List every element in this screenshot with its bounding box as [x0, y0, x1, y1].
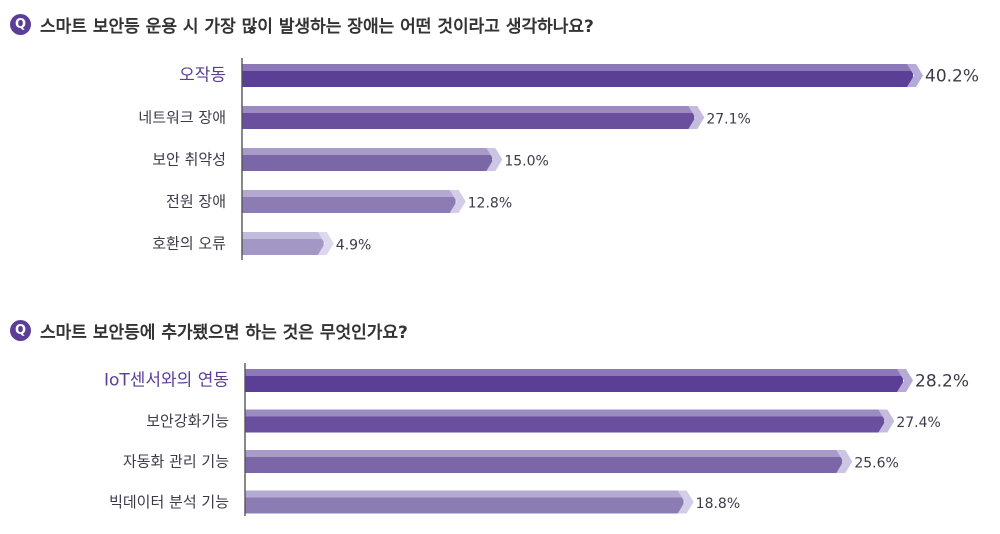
- bar-cap: [878, 409, 895, 433]
- value-label: 28.2%: [915, 372, 969, 392]
- chart-1-fault-types: 오작동 40.2% 네트워크 장애 27.1% 보안 취약성 15.0% 전원 장애 12.8…: [138, 58, 979, 260]
- bar-highlight-strip: [242, 232, 324, 239]
- value-label: 25.6%: [854, 456, 898, 472]
- bar-cap: [688, 106, 705, 129]
- bar-cap: [486, 148, 503, 171]
- value-label: 12.8%: [468, 196, 512, 212]
- question-1-title: 스마트 보안등 운용 시 가장 많이 발생하는 장애는 어떤 것이라고 생각하나…: [40, 17, 594, 37]
- bar-cap: [907, 64, 923, 87]
- bar-highlight-strip: [242, 64, 913, 71]
- bar-cap: [897, 369, 913, 392]
- bar-cap: [449, 190, 466, 213]
- bar-highlight-strip: [242, 106, 695, 113]
- bar-highlight-strip: [242, 148, 493, 155]
- category-label: 오작동: [179, 66, 226, 86]
- value-label: 18.8%: [696, 496, 740, 512]
- category-label: 보안강화기능: [146, 412, 229, 430]
- bar-highlight-strip: [245, 409, 885, 417]
- question-2-title: 스마트 보안등에 추가됐으면 하는 것은 무엇인가요?: [40, 323, 408, 343]
- bar-cap: [677, 490, 694, 514]
- bar-highlight-strip: [245, 450, 843, 457]
- category-label: 보안 취약성: [152, 151, 226, 169]
- question-2-header: Q 스마트 보안등에 추가됐으면 하는 것은 무엇인가요?: [10, 318, 408, 343]
- bar-highlight-strip: [245, 490, 684, 498]
- value-label: 27.1%: [706, 112, 750, 128]
- question-badge-icon: Q: [10, 320, 31, 341]
- category-label: 네트워크 장애: [138, 109, 226, 127]
- value-label: 4.9%: [336, 238, 372, 254]
- bar-highlight-strip: [245, 369, 903, 376]
- category-label: 전원 장애: [166, 193, 226, 211]
- value-label: 40.2%: [925, 67, 979, 87]
- bar-cap: [317, 232, 334, 255]
- bar-highlight-strip: [242, 190, 456, 197]
- question-badge-icon: Q: [10, 14, 31, 35]
- category-label: 호환의 오류: [152, 235, 226, 253]
- value-label: 27.4%: [896, 415, 940, 431]
- question-1-header: Q 스마트 보안등 운용 시 가장 많이 발생하는 장애는 어떤 것이라고 생각…: [10, 12, 594, 37]
- category-label: 자동화 관리 기능: [123, 453, 229, 471]
- category-label: IoT센서와의 연동: [104, 371, 229, 391]
- bar-cap: [836, 450, 853, 473]
- value-label: 15.0%: [504, 154, 548, 170]
- category-label: 빅데이터 분석 기능: [109, 493, 229, 511]
